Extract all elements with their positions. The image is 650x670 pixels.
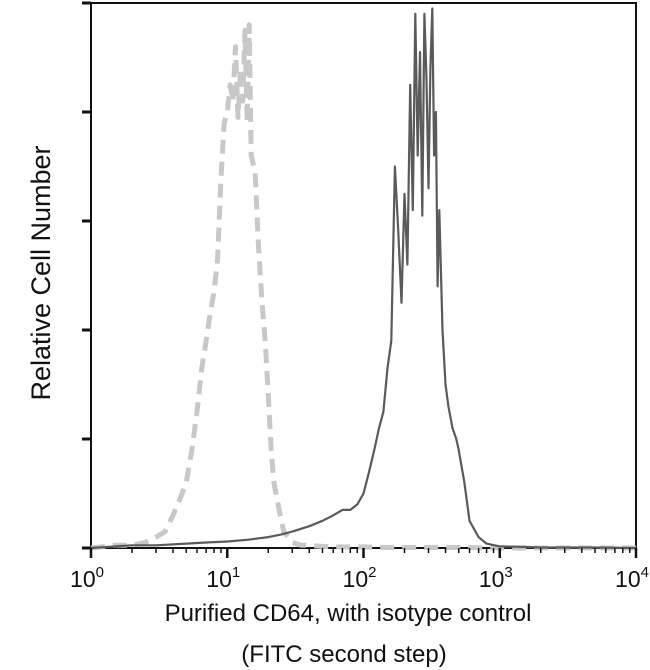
x-axis-tick-label: 100 bbox=[70, 564, 104, 592]
x-axis-label-secondary: (FITC second step) bbox=[241, 641, 446, 668]
x-axis-tick-label: 102 bbox=[343, 564, 377, 592]
plot-frame bbox=[90, 2, 637, 549]
x-axis-tick-label: 103 bbox=[479, 564, 513, 592]
isotype-histogram-line bbox=[90, 22, 636, 551]
x-axis-label: Purified CD64, with isotype control bbox=[165, 600, 532, 627]
series-layer bbox=[90, 7, 637, 551]
x-axis-ticks: 100 101 102 103 104 bbox=[70, 548, 649, 592]
y-axis-ticks bbox=[82, 1, 91, 550]
cd64-histogram-line bbox=[90, 7, 637, 550]
x-axis-tick-label: 101 bbox=[206, 564, 240, 592]
x-axis-tick-label: 104 bbox=[615, 564, 649, 592]
y-axis-label: Relative Cell Number bbox=[26, 145, 56, 400]
